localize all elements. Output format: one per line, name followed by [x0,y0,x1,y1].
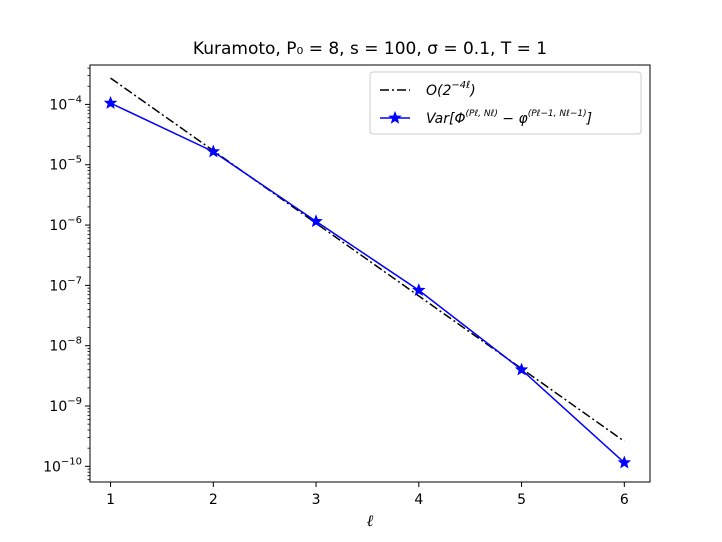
chart-title: Kuramoto, P₀ = 8, s = 100, σ = 0.1, T = … [193,39,547,59]
y-tick-label: 10−4 [49,94,82,113]
y-tick-label: 10−9 [49,396,82,415]
x-axis-label: ℓ [367,511,374,530]
x-tick-label: 1 [106,492,115,508]
data-point [309,214,323,228]
y-axis: 10−4 10−5 10−6 10−7 10−8 10−9 10−10 [43,67,90,481]
x-tick-label: 2 [209,492,218,508]
legend-label-2: Var[Φ(Pℓ, Nℓ) − φ(Pℓ−1, Nℓ−1)] [426,109,592,127]
y-tick-label: 10−7 [49,275,82,294]
y-tick-label: 10−5 [49,155,82,174]
x-axis: 1 2 3 4 5 6 [106,482,629,508]
data-point [617,455,632,469]
y-tick-label: 10−10 [43,456,82,475]
data-point [514,362,529,376]
x-tick-label: 6 [620,492,629,508]
legend-label-1: O(2−4ℓ) [426,80,476,99]
series-line-2 [110,102,625,464]
series-layer [103,77,632,469]
legend-box [369,71,642,135]
data-point [103,96,118,109]
x-tick-label: 5 [517,492,526,508]
legend: O(2−4ℓ) Var[Φ(Pℓ, Nℓ) − φ(Pℓ−1, Nℓ−1)] [369,71,642,135]
series-line-1 [110,77,625,442]
data-point [412,283,426,296]
y-tick-label: 10−6 [49,215,82,234]
legend-marker-2 [388,110,402,124]
data-point [206,144,221,158]
plot-area [89,64,651,483]
x-tick-label: 3 [312,492,321,508]
y-tick-label: 10−8 [49,336,82,355]
x-tick-label: 4 [414,492,423,508]
